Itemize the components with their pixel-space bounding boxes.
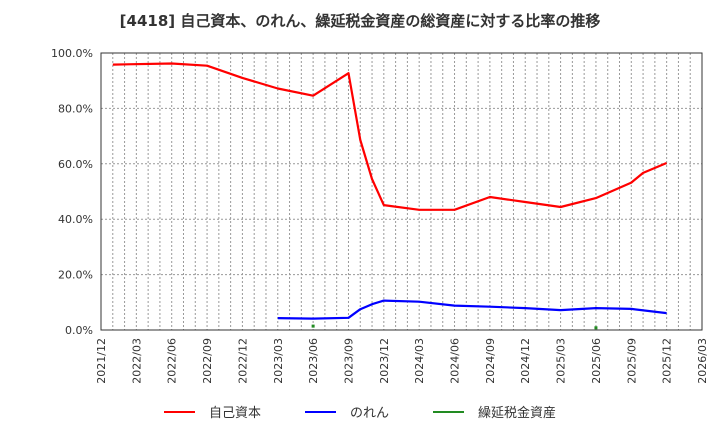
legend-swatch-red-line-icon [163,410,195,413]
svg-text:20.0%: 20.0% [58,269,93,282]
y-axis-ticks: 0.0% 20.0% 40.0% 60.0% 80.0% 100.0% [51,47,93,337]
svg-text:2025/03: 2025/03 [555,338,568,384]
legend-item-equity: 自己資本 [163,402,261,421]
svg-text:2024/12: 2024/12 [519,338,532,384]
svg-text:2022/12: 2022/12 [236,338,249,384]
svg-text:2022/03: 2022/03 [130,338,143,384]
svg-text:60.0%: 60.0% [58,158,93,171]
svg-text:2025/06: 2025/06 [590,338,603,384]
svg-text:2023/03: 2023/03 [272,338,285,384]
svg-text:100.0%: 100.0% [51,47,93,60]
svg-text:2022/09: 2022/09 [201,338,214,384]
svg-text:2021/12: 2021/12 [95,338,108,384]
x-axis-ticks: 2021/12 2022/03 2022/06 2022/09 2022/12 2023/… [95,338,709,384]
plot-frame [100,52,703,331]
svg-text:2022/06: 2022/06 [166,338,179,384]
svg-text:80.0%: 80.0% [58,102,93,115]
svg-text:2023/09: 2023/09 [342,338,355,384]
legend-item-goodwill: のれん [304,402,389,421]
series-point [594,326,598,330]
legend-swatch-green-line-icon [433,410,464,413]
series-line [277,299,667,320]
svg-text:2024/06: 2024/06 [449,338,462,384]
svg-text:0.0%: 0.0% [65,324,93,337]
legend-item-deferred-tax: 繰延税金資産 [433,402,556,421]
svg-text:2024/03: 2024/03 [413,338,426,384]
legend-label: 繰延税金資産 [478,406,557,421]
svg-text:2026/03: 2026/03 [696,338,709,384]
svg-text:2025/12: 2025/12 [661,338,674,384]
data-series [112,62,668,330]
svg-text:40.0%: 40.0% [58,213,93,226]
chart-title: [4418] 自己資本、のれん、繰延税金資産の総資産に対する比率の推移 [119,12,601,30]
svg-text:2025/09: 2025/09 [625,338,638,384]
series-point [311,324,315,328]
svg-text:2023/12: 2023/12 [378,338,391,384]
grid-lines [101,53,702,330]
svg-text:2024/09: 2024/09 [484,338,497,384]
series-line [112,62,668,211]
legend-label: のれん [349,406,389,421]
legend-label: 自己資本 [208,406,261,421]
legend-swatch-blue-line-icon [304,410,336,413]
legend: 自己資本 のれん 繰延税金資産 [0,402,720,421]
svg-text:2023/06: 2023/06 [307,338,320,384]
